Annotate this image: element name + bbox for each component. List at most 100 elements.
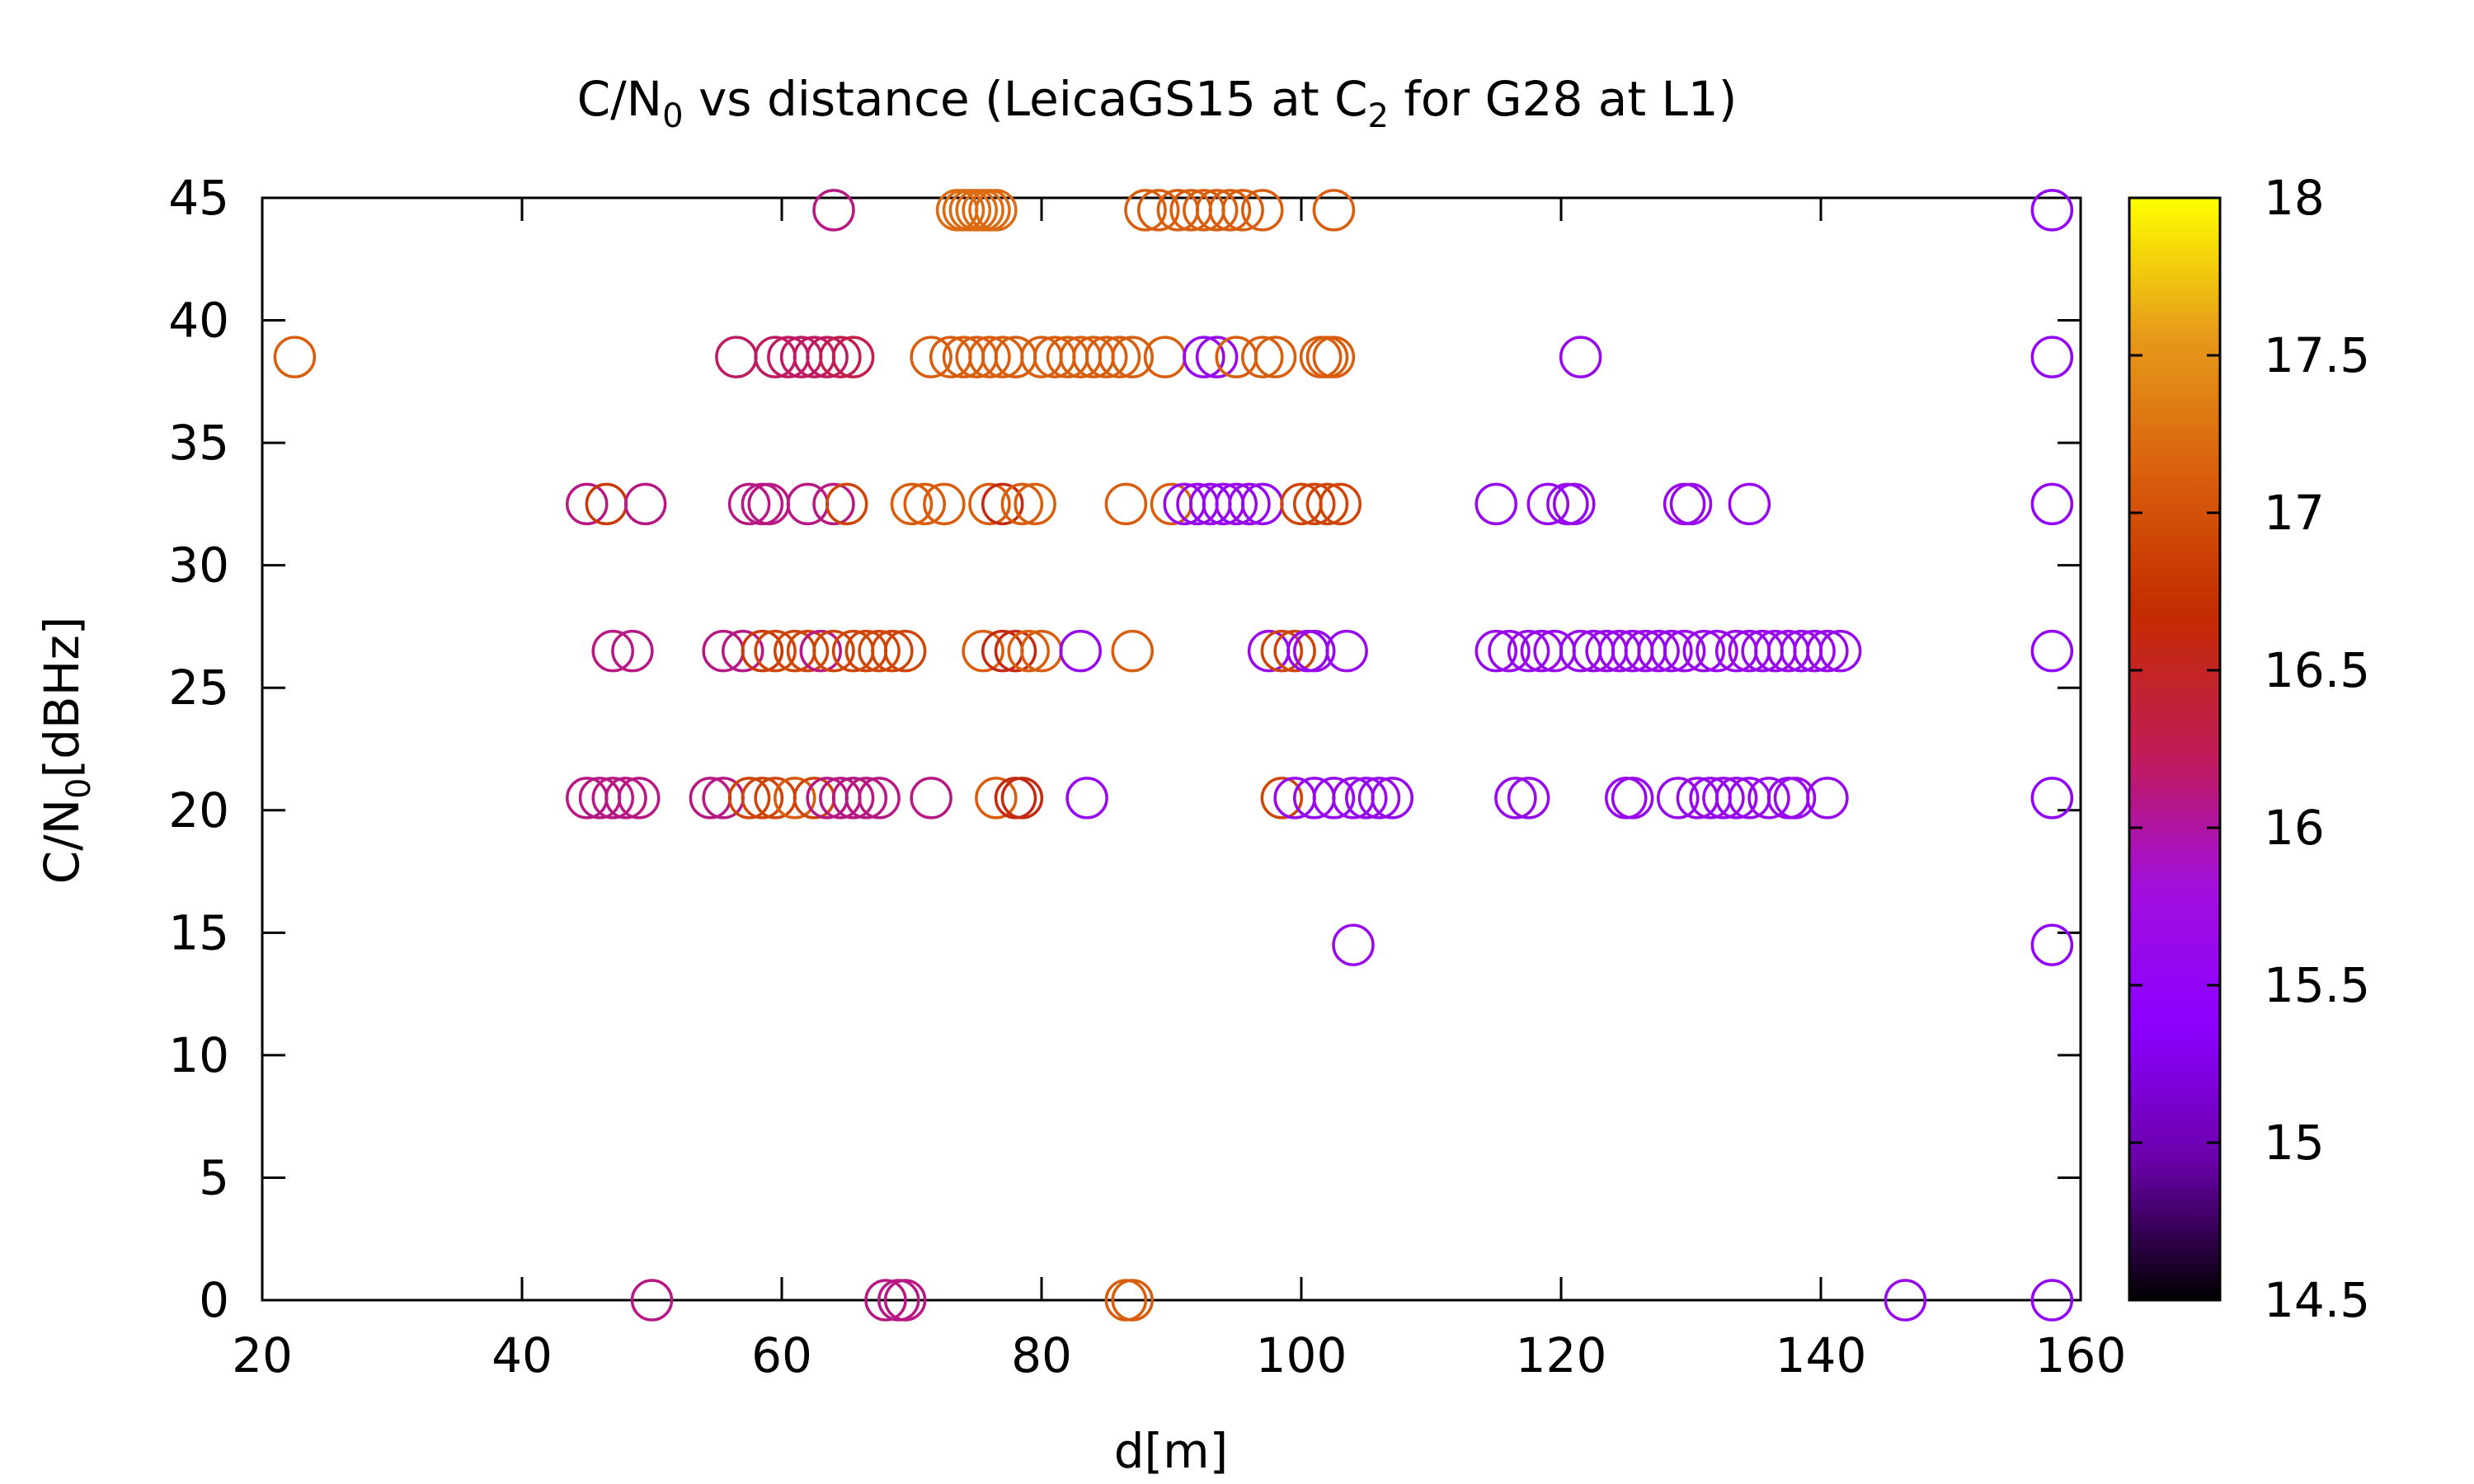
- colorbar: [2128, 196, 2222, 1302]
- data-point: [1065, 777, 1108, 819]
- data-point: [903, 482, 946, 526]
- data-point: [611, 629, 654, 673]
- colorbar-tick-label: 14.5: [2264, 1272, 2370, 1328]
- data-point: [2030, 629, 2074, 673]
- data-point: [799, 629, 842, 673]
- data-point: [1475, 482, 1517, 526]
- data-point: [1000, 482, 1044, 526]
- data-point: [831, 777, 875, 819]
- data-point: [1293, 482, 1336, 526]
- data-point: [591, 777, 634, 819]
- data-point: [1657, 777, 1700, 819]
- data-point: [1195, 189, 1239, 232]
- data-point: [1325, 629, 1368, 673]
- data-point: [1345, 777, 1388, 819]
- colorbar-tick-label: 16.5: [2264, 642, 2370, 698]
- data-point: [1312, 777, 1356, 819]
- data-point: [786, 629, 830, 673]
- data-point: [844, 777, 888, 819]
- y-tick-label: 15: [168, 904, 229, 960]
- y-tick-label: 30: [168, 538, 229, 594]
- chart-title: C/N0 vs distance (LeicaGS15 at C2 for G2…: [577, 71, 1738, 135]
- data-point: [968, 482, 1011, 526]
- data-point: [754, 629, 797, 673]
- data-point: [1273, 629, 1316, 673]
- data-point: [1747, 777, 1790, 819]
- data-point: [1312, 336, 1356, 378]
- y-tick-label: 40: [168, 293, 229, 349]
- data-point: [806, 336, 849, 378]
- y-axis-label: C/N0[dBHz]: [34, 617, 98, 885]
- x-axis-ticks: 20 40 60 80 100 120 140 160: [232, 198, 2126, 1383]
- data-point: [1215, 482, 1258, 526]
- data-point: [2030, 1279, 2074, 1322]
- data-point: [1111, 336, 1154, 378]
- data-point: [858, 777, 901, 819]
- data-point: [1124, 189, 1167, 232]
- data-point: [741, 629, 784, 673]
- data-point: [1884, 1279, 1927, 1322]
- data-point: [910, 336, 952, 378]
- data-point: [1111, 1279, 1154, 1322]
- data-point: [1696, 629, 1738, 673]
- data-point: [1488, 629, 1531, 673]
- data-point: [1221, 189, 1264, 232]
- data-point: [1637, 629, 1680, 673]
- data-point: [812, 482, 855, 526]
- y-tick-label: 35: [168, 415, 229, 471]
- data-point: [1260, 777, 1304, 819]
- data-point: [923, 482, 966, 526]
- data-point: [1728, 482, 1771, 526]
- data-point: [715, 336, 758, 378]
- data-point: [1806, 777, 1849, 819]
- data-point: [910, 777, 952, 819]
- data-point: [825, 482, 868, 526]
- data-point: [812, 629, 855, 673]
- data-point: [1332, 923, 1375, 966]
- data-point: [1085, 336, 1128, 378]
- colorbar-ticks: 14.5 15 15.5 16 16.5 17 17.5 18: [2129, 170, 2370, 1328]
- data-point: [722, 629, 764, 673]
- data-point: [1475, 629, 1517, 673]
- data-point: [1611, 777, 1654, 819]
- x-tick-label: 140: [1776, 1327, 1867, 1383]
- y-tick-label: 20: [168, 782, 229, 838]
- data-point: [566, 482, 609, 526]
- data-point: [2030, 336, 2074, 378]
- x-tick-label: 60: [751, 1327, 812, 1383]
- y-tick-label: 10: [168, 1027, 229, 1083]
- data-point: [623, 482, 667, 526]
- x-tick-label: 100: [1256, 1327, 1348, 1383]
- colorbar-tick-label: 17.5: [2264, 327, 2370, 383]
- data-point: [727, 482, 771, 526]
- data-point: [1000, 777, 1044, 819]
- data-point: [1806, 629, 1849, 673]
- data-point: [968, 336, 1011, 378]
- data-point: [1241, 189, 1284, 232]
- data-point: [1526, 482, 1569, 526]
- data-point: [591, 629, 634, 673]
- data-point: [858, 629, 901, 673]
- colorbar-tick-label: 16: [2264, 800, 2325, 856]
- colorbar-tick-label: 15: [2264, 1115, 2325, 1171]
- data-point: [1669, 482, 1713, 526]
- data-point: [1059, 629, 1102, 673]
- data-point: [1293, 629, 1336, 673]
- x-tick-label: 80: [1011, 1327, 1072, 1383]
- scatter-points: [273, 189, 2074, 1322]
- data-point: [1312, 189, 1356, 232]
- x-tick-label: 120: [1516, 1327, 1607, 1383]
- data-point: [1494, 777, 1537, 819]
- data-point: [1253, 336, 1297, 378]
- data-point: [812, 189, 855, 232]
- colorbar-tick-label: 15.5: [2264, 957, 2370, 1013]
- y-tick-label: 5: [199, 1149, 229, 1205]
- data-point: [1228, 482, 1271, 526]
- data-point: [1241, 336, 1284, 378]
- plot-frame: [261, 196, 2082, 1302]
- data-point: [1682, 629, 1725, 673]
- data-point: [1014, 482, 1056, 526]
- data-point: [981, 482, 1024, 526]
- data-point: [2030, 482, 2074, 526]
